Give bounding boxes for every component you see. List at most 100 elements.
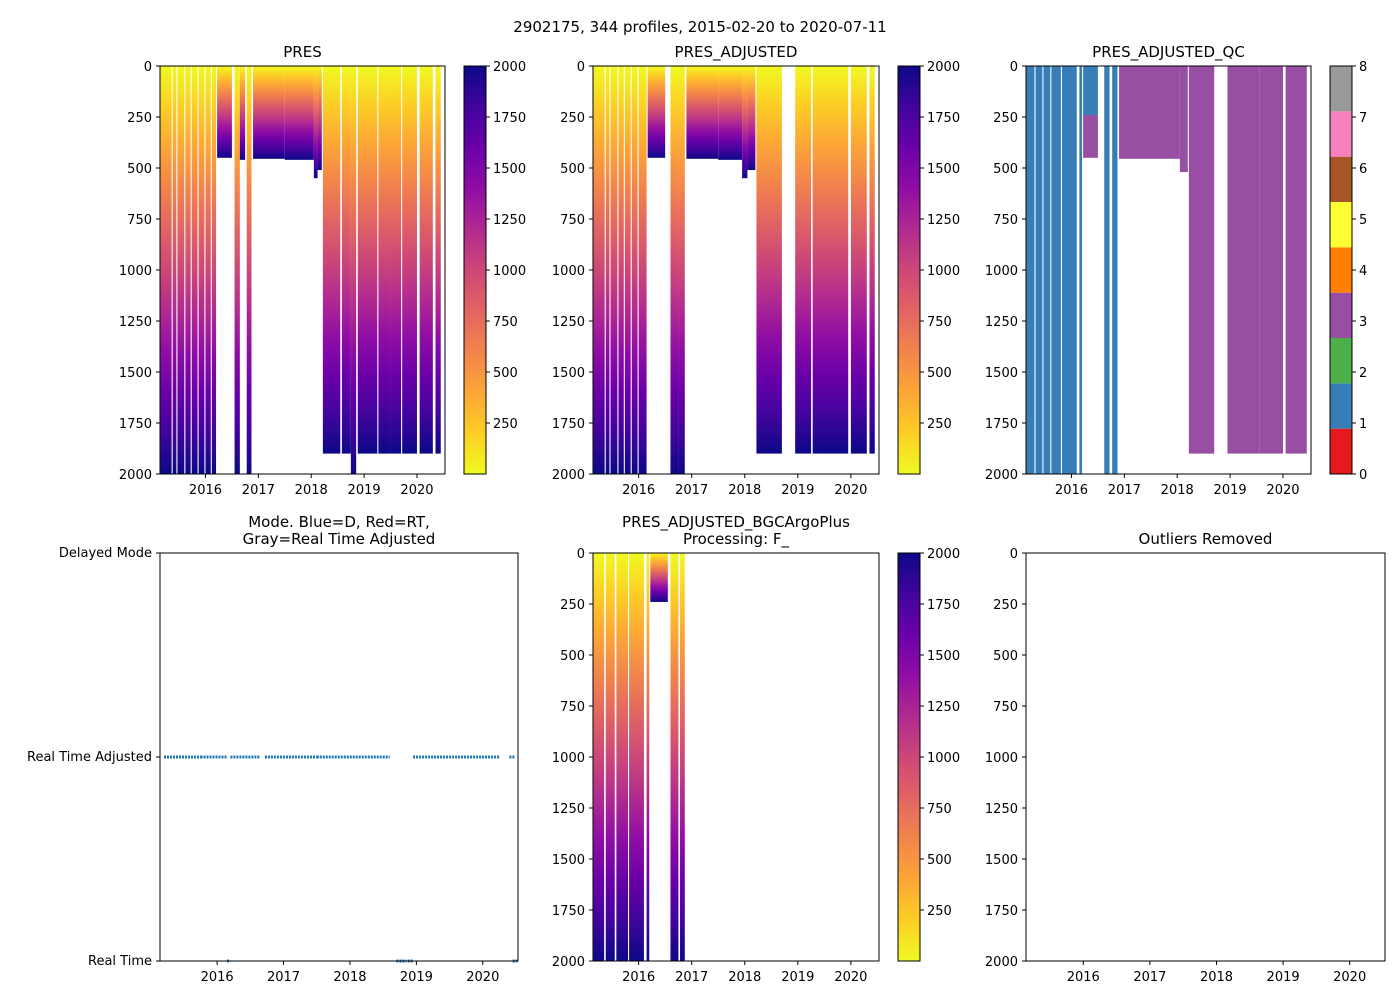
colorbar-tick-label: 8 [1359,60,1367,75]
profile-bar [246,66,252,474]
profile-bar [191,66,198,474]
y-tick-label: Real Time Adjusted [27,750,152,765]
colorbar-tick-label: 2000 [493,60,526,75]
y-tick-label: 250 [127,111,152,126]
colorbar-tick-label: 1250 [493,213,526,228]
profile-bar [239,66,246,160]
x-tick-label: 2017 [1108,483,1141,498]
subplot-pres_adj_qc: PRES_ADJUSTED_QC025050075010001250150017… [985,43,1367,498]
colorbar-frame [463,65,487,475]
x-tick-label: 2016 [1067,970,1100,985]
profile-bar [747,66,756,171]
x-tick-label: 2019 [1214,483,1247,498]
x-tick-label: 2016 [622,970,655,985]
profile-bar [234,66,240,474]
colorbar-gradient [898,66,920,474]
profile-bar [402,66,417,454]
profile-bar [313,66,318,179]
y-tick-label: 250 [560,598,585,613]
qc-segment [1285,66,1307,454]
profile-bar [686,66,719,159]
subplot-mode: Mode. Blue=D, Red=RT,Gray=Real Time Adju… [27,513,519,985]
x-tick-label: 2016 [1055,483,1088,498]
y-tick-label: 500 [560,162,585,177]
profile-bar [341,66,351,454]
y-tick-label: 250 [993,598,1018,613]
y-tick-label: 1000 [985,264,1018,279]
y-tick-label: Real Time [88,954,152,969]
profile-bar [610,66,618,474]
colorbar-tick-label: 1750 [927,598,960,613]
subplot-outliers: Outliers Removed 0 250 500 750 1000 1250 1500 17… [985,530,1386,985]
qc-segment [1104,66,1110,474]
colorbar-tick-label: 250 [493,417,518,432]
y-tick-label: 0 [144,60,152,75]
profile-bar [357,66,378,454]
x-tick-label: 2020 [834,483,867,498]
profile-bar [629,553,644,961]
x-tick-label: 2018 [1200,970,1233,985]
colorbar-frame [897,65,921,475]
x-tick-label: 2018 [295,483,328,498]
colorbar-tick-label: 750 [493,315,518,330]
x-tick-label: 2017 [267,970,300,985]
colorbar-tick-label: 1500 [927,649,960,664]
x-tick-label: 2018 [333,970,366,985]
profile-bar [350,66,357,474]
colorbar-pres_bgc: 250 500 750 1000 1250 1500 1750 2000 [897,547,960,962]
title-pres_bgc: PRES_ADJUSTED_BGCArgoPlus [622,513,850,532]
y-tick-label: 750 [127,213,152,228]
profile-bar [593,553,605,961]
y-tick-label: 1000 [552,751,585,766]
colorbar-pres_adj: 250 500 750 1000 1250 1500 1750 2000 [897,60,960,475]
profile-bar [795,66,812,454]
colorbar-tick-label: 250 [927,904,952,919]
qc-segment [1035,66,1043,474]
profile-bar [217,66,232,158]
colorbar-tick-label: 0 [1359,468,1367,483]
colorbar-swatch [1330,292,1352,338]
colorbar-frame [1329,65,1353,475]
profile-bar [680,553,685,961]
colorbar-tick-label: 1250 [927,700,960,715]
profile-bar [284,66,314,160]
y-tick-label: 1000 [552,264,585,279]
profile-bar [624,66,631,474]
profile-bar [593,66,605,474]
y-tick-label: 2000 [552,468,585,483]
qc-segment [1112,66,1118,474]
colorbar-tick-label: 4 [1359,264,1367,279]
y-tick-label: 2000 [985,955,1018,970]
y-tick-label: 250 [993,111,1018,126]
x-tick-label: 2019 [348,483,381,498]
y-tick-label: 750 [993,213,1018,228]
axes-frame [159,65,446,475]
y-tick-label: 1000 [119,264,152,279]
axes-frame [592,65,880,475]
y-tick-label: Delayed Mode [59,546,152,561]
y-tick-label: 1500 [552,366,585,381]
qc-segment [1061,66,1077,474]
y-tick-label: 500 [127,162,152,177]
y-tick-label: 1750 [985,904,1018,919]
colorbar-tick-label: 1500 [493,162,526,177]
colorbar-swatch [1330,428,1352,474]
colorbar-tick-label: 1000 [927,751,960,766]
y-tick-label: 750 [560,213,585,228]
colorbar-tick-label: 500 [927,366,952,381]
x-tick-label: 2016 [189,483,222,498]
colorbar-tick-label: 1750 [927,111,960,126]
colorbar-tick-label: 2000 [927,60,960,75]
profile-bar [435,66,441,454]
profile-bar [211,66,217,474]
x-tick-label: 2018 [728,970,761,985]
colorbar-tick-label: 1000 [493,264,526,279]
profile-bar [198,66,205,474]
profile-bar [850,66,867,454]
y-tick-label: 1500 [985,853,1018,868]
title-mode: Gray=Real Time Adjusted [243,530,436,548]
profile-bar [647,66,666,158]
qc-segment [1227,66,1260,454]
qc-segment [1119,66,1180,159]
